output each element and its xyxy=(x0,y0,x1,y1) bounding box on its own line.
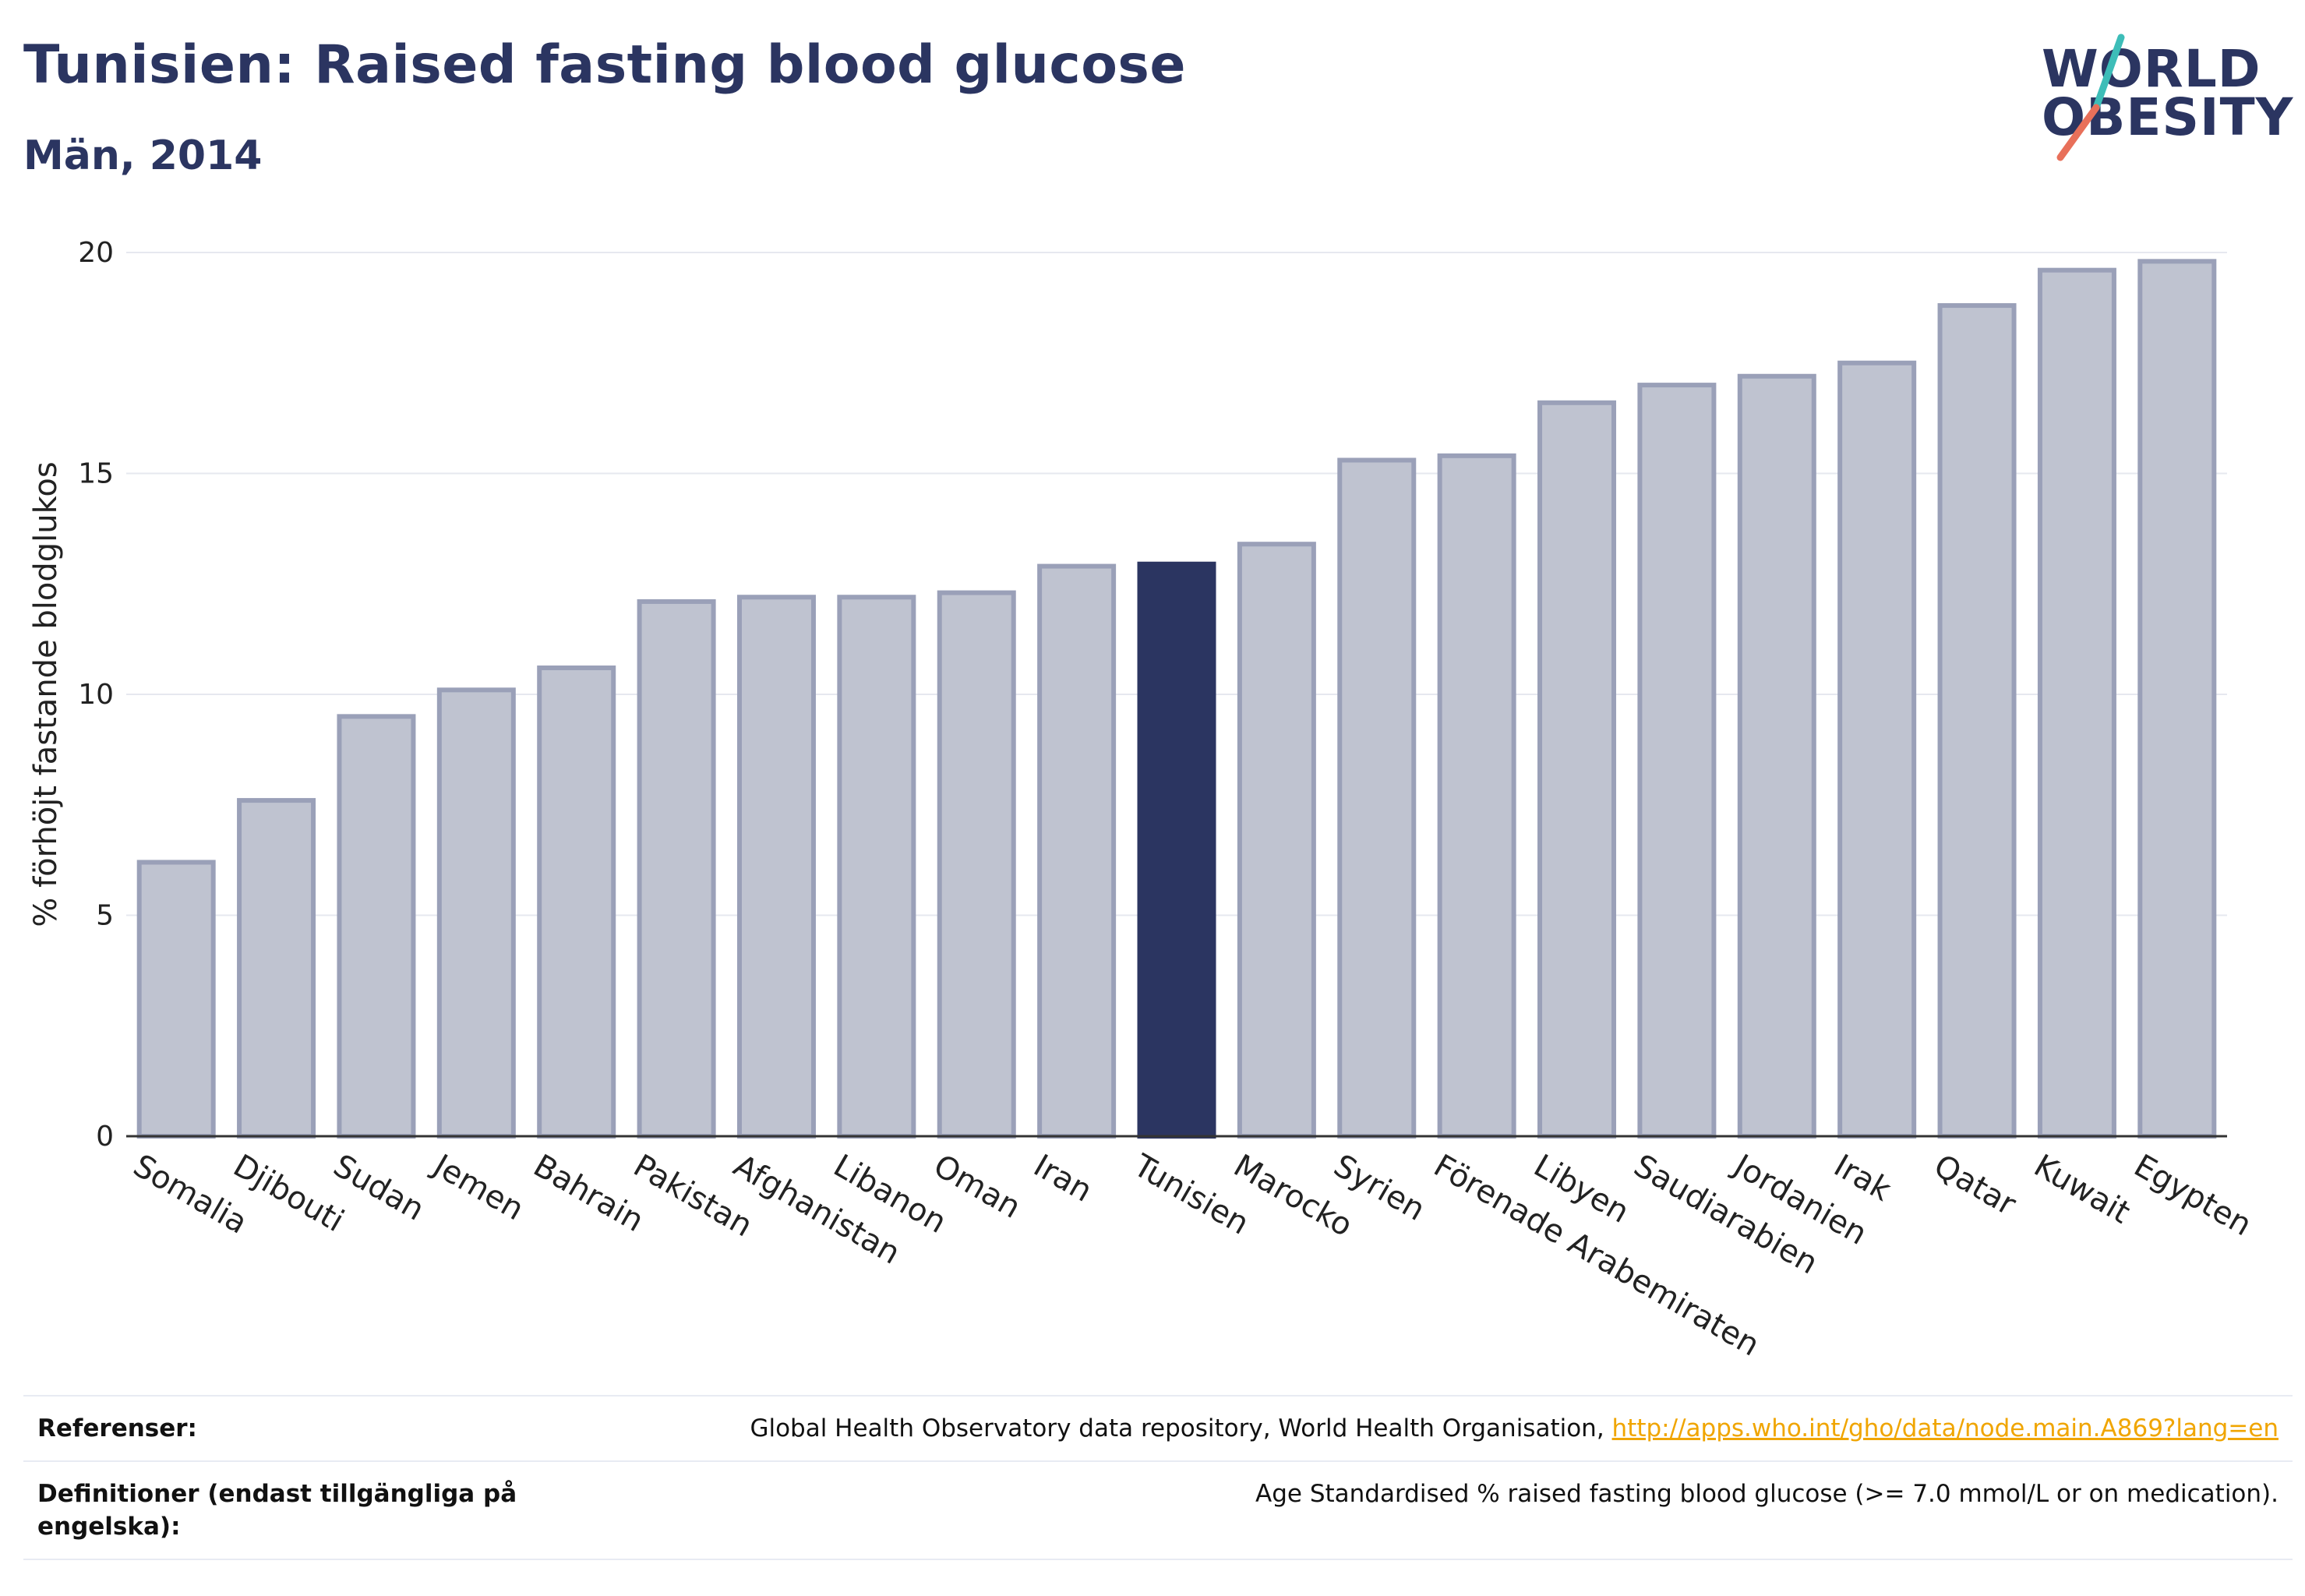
bar xyxy=(637,598,716,1139)
references-row: Referenser: Global Health Observatory da… xyxy=(23,1395,2293,1462)
logo-slash-teal xyxy=(2092,34,2125,111)
bar xyxy=(1837,360,1917,1139)
bar xyxy=(537,665,616,1139)
bar xyxy=(136,860,216,1139)
y-tick-label: 5 xyxy=(96,900,114,932)
x-tick-label: Iran xyxy=(1028,1148,1099,1209)
bar xyxy=(2037,267,2116,1139)
logo-slash-icon xyxy=(2056,34,2125,161)
chart-subtitle: Män, 2014 xyxy=(23,132,263,179)
y-tick-label: 10 xyxy=(78,679,114,711)
x-tick-label: Egypten xyxy=(2128,1148,2257,1244)
x-tick-label: Djibouti xyxy=(228,1148,350,1239)
bar xyxy=(1537,400,1617,1139)
bar xyxy=(1437,453,1516,1139)
bar xyxy=(1937,303,2017,1139)
y-tick-label: 20 xyxy=(78,237,114,269)
bar-chart: 0 5 10 15 20 % förhöjt fastande blodglukos Som… xyxy=(28,237,2257,1364)
references-text: Global Health Observatory data repositor… xyxy=(750,1414,1612,1442)
x-tick-label: Afghanistan xyxy=(727,1148,905,1272)
definitions-row: Definitioner (endast tillgängliga på eng… xyxy=(23,1460,2293,1560)
definitions-label: Definitioner (endast tillgängliga på eng… xyxy=(37,1480,517,1541)
references-label: Referenser: xyxy=(37,1414,197,1442)
logo-line-2: OBESITY xyxy=(2042,87,2294,147)
x-tick-label: Irak xyxy=(1828,1148,1897,1209)
bar xyxy=(1337,457,1417,1139)
bar xyxy=(736,595,816,1139)
bar xyxy=(436,687,516,1139)
bar xyxy=(237,798,316,1139)
bar xyxy=(1637,383,1717,1139)
x-tick-label: Jemen xyxy=(425,1146,530,1227)
x-tick-label: Qatar xyxy=(1928,1148,2022,1223)
y-axis-label: % förhöjt fastande blodglukos xyxy=(28,461,64,927)
y-tick-label: 0 xyxy=(96,1121,114,1153)
bar xyxy=(937,590,1016,1139)
logo-line-1: WORLD xyxy=(2042,39,2261,99)
bar xyxy=(2137,259,2217,1139)
logo-slash-coral xyxy=(2056,104,2100,161)
bar xyxy=(1237,542,1316,1139)
bar xyxy=(337,714,416,1139)
x-tick-label: Kuwait xyxy=(2028,1148,2136,1231)
references-value: Global Health Observatory data repositor… xyxy=(750,1412,2279,1445)
x-tick-label: Bahrain xyxy=(528,1148,650,1239)
bar xyxy=(1737,373,1816,1139)
y-tick-label: 15 xyxy=(78,458,114,490)
bar xyxy=(1137,561,1216,1139)
x-tick-label: Tunisien xyxy=(1127,1147,1255,1241)
chart-title: Tunisien: Raised fasting blood glucose xyxy=(23,34,1187,96)
bar xyxy=(837,595,916,1139)
bar xyxy=(1037,563,1117,1139)
x-tick-label: Somalia xyxy=(127,1148,253,1241)
references-link[interactable]: http://apps.who.int/gho/data/node.main.A… xyxy=(1611,1414,2279,1442)
definitions-value: Age Standardised % raised fasting blood … xyxy=(1255,1480,2279,1508)
world-obesity-logo: WORLD OBESITY xyxy=(2042,23,2294,164)
